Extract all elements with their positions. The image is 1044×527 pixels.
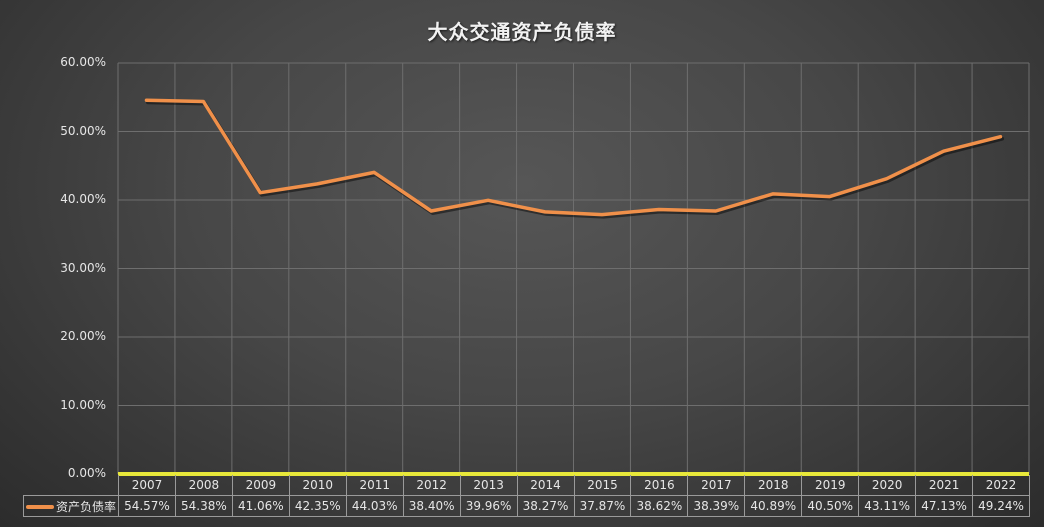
- data-table-value-cell: 40.50%: [801, 495, 860, 517]
- series-line-debt-ratio[interactable]: [144, 98, 1003, 217]
- legend-line-key-icon: [25, 505, 54, 509]
- data-table-year-cell: 2014: [516, 475, 575, 496]
- data-table-year-cell: 2010: [288, 475, 347, 496]
- data-table-year-cell: 2018: [744, 475, 803, 496]
- data-table-value-cell: 42.35%: [288, 495, 347, 517]
- data-table-year-row: 2007 2008 2009 2010 2011 2012 2013 2014 2015 2016…: [23, 475, 1030, 496]
- data-table-value-cell: 38.27%: [516, 495, 575, 517]
- y-tick-label: 40.00%: [60, 192, 106, 206]
- data-table-value-cell: 47.13%: [915, 495, 974, 517]
- series-line-shadow: [146, 100, 1004, 219]
- data-table-year-cell: 2020: [858, 475, 917, 496]
- data-table-year-cell: 2008: [174, 475, 233, 496]
- data-table-year-cell: 2015: [573, 475, 632, 496]
- data-table-value-cell: 54.57%: [118, 495, 176, 517]
- data-table-year-cell: 2007: [118, 475, 176, 496]
- y-tick-label: 20.00%: [60, 329, 106, 343]
- data-table-value-cell: 37.87%: [573, 495, 632, 517]
- data-table-value-cell: 54.38%: [174, 495, 233, 517]
- data-table-value-cell: 41.06%: [231, 495, 290, 517]
- data-table-year-cell: 2022: [972, 475, 1030, 496]
- data-table-year-cell: 2016: [630, 475, 689, 496]
- data-table-year-cell: 2012: [402, 475, 461, 496]
- data-table: 2007 2008 2009 2010 2011 2012 2013 2014 2015 2016…: [23, 475, 1030, 517]
- data-table-value-cell: 49.24%: [972, 495, 1030, 517]
- y-tick-label: 60.00%: [60, 55, 106, 69]
- y-tick-label: 50.00%: [60, 123, 106, 138]
- data-table-value-cell: 38.62%: [630, 495, 689, 517]
- data-table-year-cell: 2017: [687, 475, 746, 496]
- y-tick-label: 10.00%: [60, 397, 106, 412]
- data-table-corner: [23, 475, 119, 496]
- data-table-year-cell: 2021: [915, 475, 974, 496]
- data-table-value-cell: 40.89%: [744, 495, 803, 517]
- data-table-value-cell: 44.03%: [345, 495, 404, 517]
- legend-entry: 资产负债率: [23, 495, 119, 517]
- data-table-value-cell: 39.96%: [459, 495, 518, 517]
- data-table-year-cell: 2013: [459, 475, 518, 496]
- data-table-year-cell: 2011: [345, 475, 404, 496]
- legend-label: 资产负债率: [55, 499, 116, 514]
- y-tick-label: 30.00%: [60, 260, 106, 275]
- gridlines: [117, 62, 1030, 475]
- chart-title: 大众交通资产负债率: [427, 20, 617, 44]
- data-table-value-cell: 38.40%: [402, 495, 461, 517]
- data-table-year-cell: 2009: [231, 475, 290, 496]
- data-table-value-cell: 43.11%: [858, 495, 917, 517]
- data-table-value-row: 资产负债率 54.57% 54.38% 41.06% 42.35% 44.03% 38.4…: [23, 495, 1030, 517]
- data-table-value-cell: 38.39%: [687, 495, 746, 517]
- data-table-year-cell: 2019: [801, 475, 860, 496]
